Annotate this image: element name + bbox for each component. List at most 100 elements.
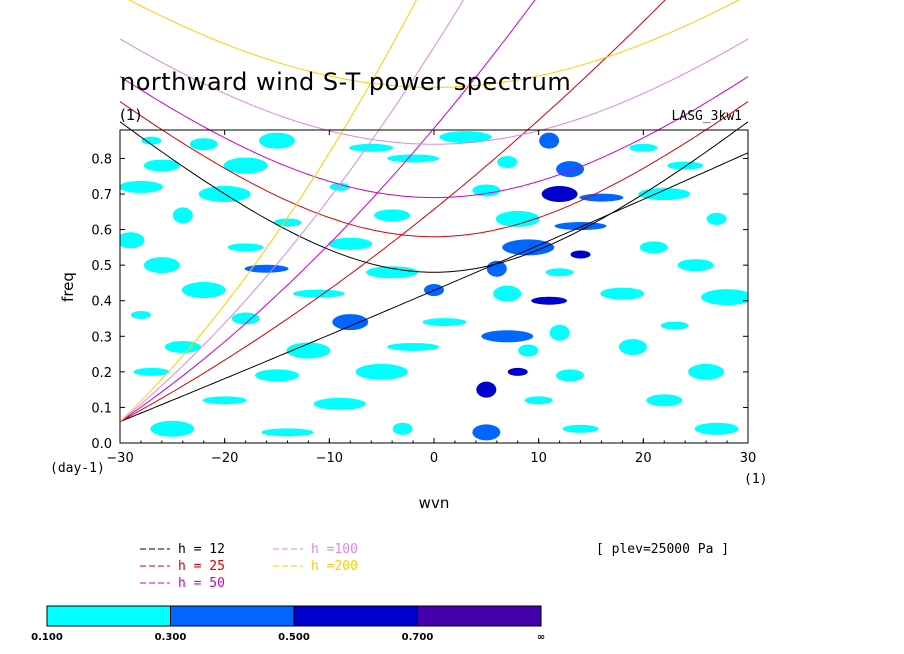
y-tick-label: 0.7 bbox=[91, 188, 112, 203]
legend-label: h =100 bbox=[311, 542, 358, 557]
contour-blob bbox=[554, 222, 607, 231]
contour-blob bbox=[141, 136, 162, 145]
y-axis: 0.0 0.1 0.2 0.3 0.4 0.5 0.6 0.7 0.8 bbox=[91, 152, 748, 452]
contour-blob bbox=[150, 420, 195, 437]
colorbar-label: ∞ bbox=[537, 632, 545, 643]
contour-blob bbox=[646, 394, 683, 407]
contour-blob bbox=[392, 422, 413, 435]
x-unit-label: (1) bbox=[744, 472, 767, 487]
contour-blob bbox=[332, 314, 369, 331]
x-axis-label: wvn bbox=[419, 494, 450, 512]
contour-blob bbox=[181, 282, 226, 299]
contour-blob bbox=[667, 161, 704, 170]
contour-blob bbox=[202, 396, 247, 405]
y-tick-label: 0.8 bbox=[91, 152, 112, 167]
contour-blob bbox=[507, 367, 528, 376]
contour-blob bbox=[472, 424, 501, 441]
x-axis: −30 −20 −10 0 10 20 30 bbox=[106, 130, 756, 466]
y-tick-label: 0.3 bbox=[91, 330, 112, 345]
kelvin-curve-4 bbox=[119, 0, 464, 423]
contour-blob bbox=[524, 396, 553, 405]
contour-blob bbox=[231, 312, 260, 325]
contour-blob bbox=[556, 369, 585, 382]
kelvin-curve-2 bbox=[119, 0, 666, 423]
dispersion-curve-5 bbox=[128, 0, 740, 88]
contour-blob bbox=[329, 182, 350, 191]
contour-blob bbox=[292, 289, 345, 298]
contour-blob bbox=[701, 289, 748, 306]
contour-blob bbox=[255, 369, 299, 382]
colorbar-segment bbox=[46, 605, 171, 627]
contour-blob bbox=[387, 154, 440, 163]
colorbar-label: 0.500 bbox=[278, 632, 310, 643]
contour-blob bbox=[495, 210, 540, 227]
contour-blob bbox=[562, 424, 599, 433]
contour-blob bbox=[355, 363, 408, 380]
y-tick-label: 0.5 bbox=[91, 259, 112, 274]
legend-label: h = 25 bbox=[178, 559, 225, 574]
contour-blob bbox=[172, 207, 193, 224]
dispersion-curves bbox=[119, 0, 749, 423]
legend-label: h =200 bbox=[311, 559, 358, 574]
colorbar-label: 0.100 bbox=[31, 632, 63, 643]
colorbar-label: 0.300 bbox=[155, 632, 187, 643]
dispersion-curve-4 bbox=[119, 38, 749, 145]
y-tick-label: 0.2 bbox=[91, 366, 112, 381]
contour-blob bbox=[223, 157, 268, 174]
kelvin-curve-1 bbox=[119, 152, 749, 423]
contour-blob bbox=[286, 342, 331, 359]
chart-title: northward wind S-T power spectrum bbox=[120, 68, 571, 96]
contour-blob bbox=[244, 264, 289, 273]
contour-blob bbox=[261, 428, 314, 437]
plev-note: [ plev=25000 Pa ] bbox=[596, 542, 729, 557]
contour-blob bbox=[706, 212, 727, 225]
contour-blob bbox=[497, 156, 518, 169]
contour-blob bbox=[259, 132, 295, 149]
contour-blob bbox=[688, 363, 725, 380]
contour-blob bbox=[387, 342, 440, 351]
contour-blob bbox=[472, 184, 501, 197]
contour-blob bbox=[374, 209, 411, 222]
contour-blob bbox=[502, 239, 555, 256]
x-tick-label: 30 bbox=[740, 451, 757, 466]
contour-blob bbox=[629, 143, 658, 152]
contour-blob bbox=[349, 143, 394, 152]
contour-blob bbox=[273, 218, 302, 227]
contour-blob bbox=[133, 367, 170, 376]
dispersion-curve-1 bbox=[119, 121, 749, 273]
contour-blob bbox=[677, 259, 714, 272]
contour-blob bbox=[313, 397, 366, 410]
colorbar-segment bbox=[170, 605, 295, 627]
contour-blob bbox=[481, 330, 534, 343]
contour-blob bbox=[579, 193, 624, 202]
contour-blob bbox=[439, 131, 492, 144]
contour-blob bbox=[164, 340, 201, 353]
contour-blob bbox=[120, 232, 145, 249]
contour-blob bbox=[570, 250, 591, 259]
x-tick-label: −20 bbox=[211, 451, 238, 466]
y-tick-label: 0.6 bbox=[91, 224, 112, 239]
x-tick-label: −30 bbox=[106, 451, 133, 466]
legend: h = 12 h = 25 h = 50 h =100 h =200 bbox=[140, 542, 358, 591]
contour-blob bbox=[493, 285, 522, 302]
contour-blob bbox=[120, 180, 163, 193]
contour-blob bbox=[545, 268, 574, 277]
contour-blob bbox=[600, 287, 645, 300]
contour-blob bbox=[694, 422, 739, 435]
contour-blob bbox=[639, 241, 668, 254]
chart-subtitle: (1) bbox=[120, 106, 141, 124]
contour-blob bbox=[130, 310, 151, 319]
contour-blob bbox=[189, 138, 218, 151]
dispersion-curve-2 bbox=[119, 101, 749, 238]
contour-blob bbox=[366, 266, 419, 279]
x-tick-label: 20 bbox=[635, 451, 652, 466]
contour-blob bbox=[638, 188, 691, 201]
contour-blob bbox=[618, 338, 647, 355]
contour-blob bbox=[143, 257, 180, 274]
contour-blob bbox=[143, 159, 180, 172]
contour-blob bbox=[328, 237, 373, 250]
colorbar-label: 0.700 bbox=[402, 632, 434, 643]
contour-blob bbox=[227, 243, 264, 252]
legend-label: h = 50 bbox=[178, 576, 225, 591]
